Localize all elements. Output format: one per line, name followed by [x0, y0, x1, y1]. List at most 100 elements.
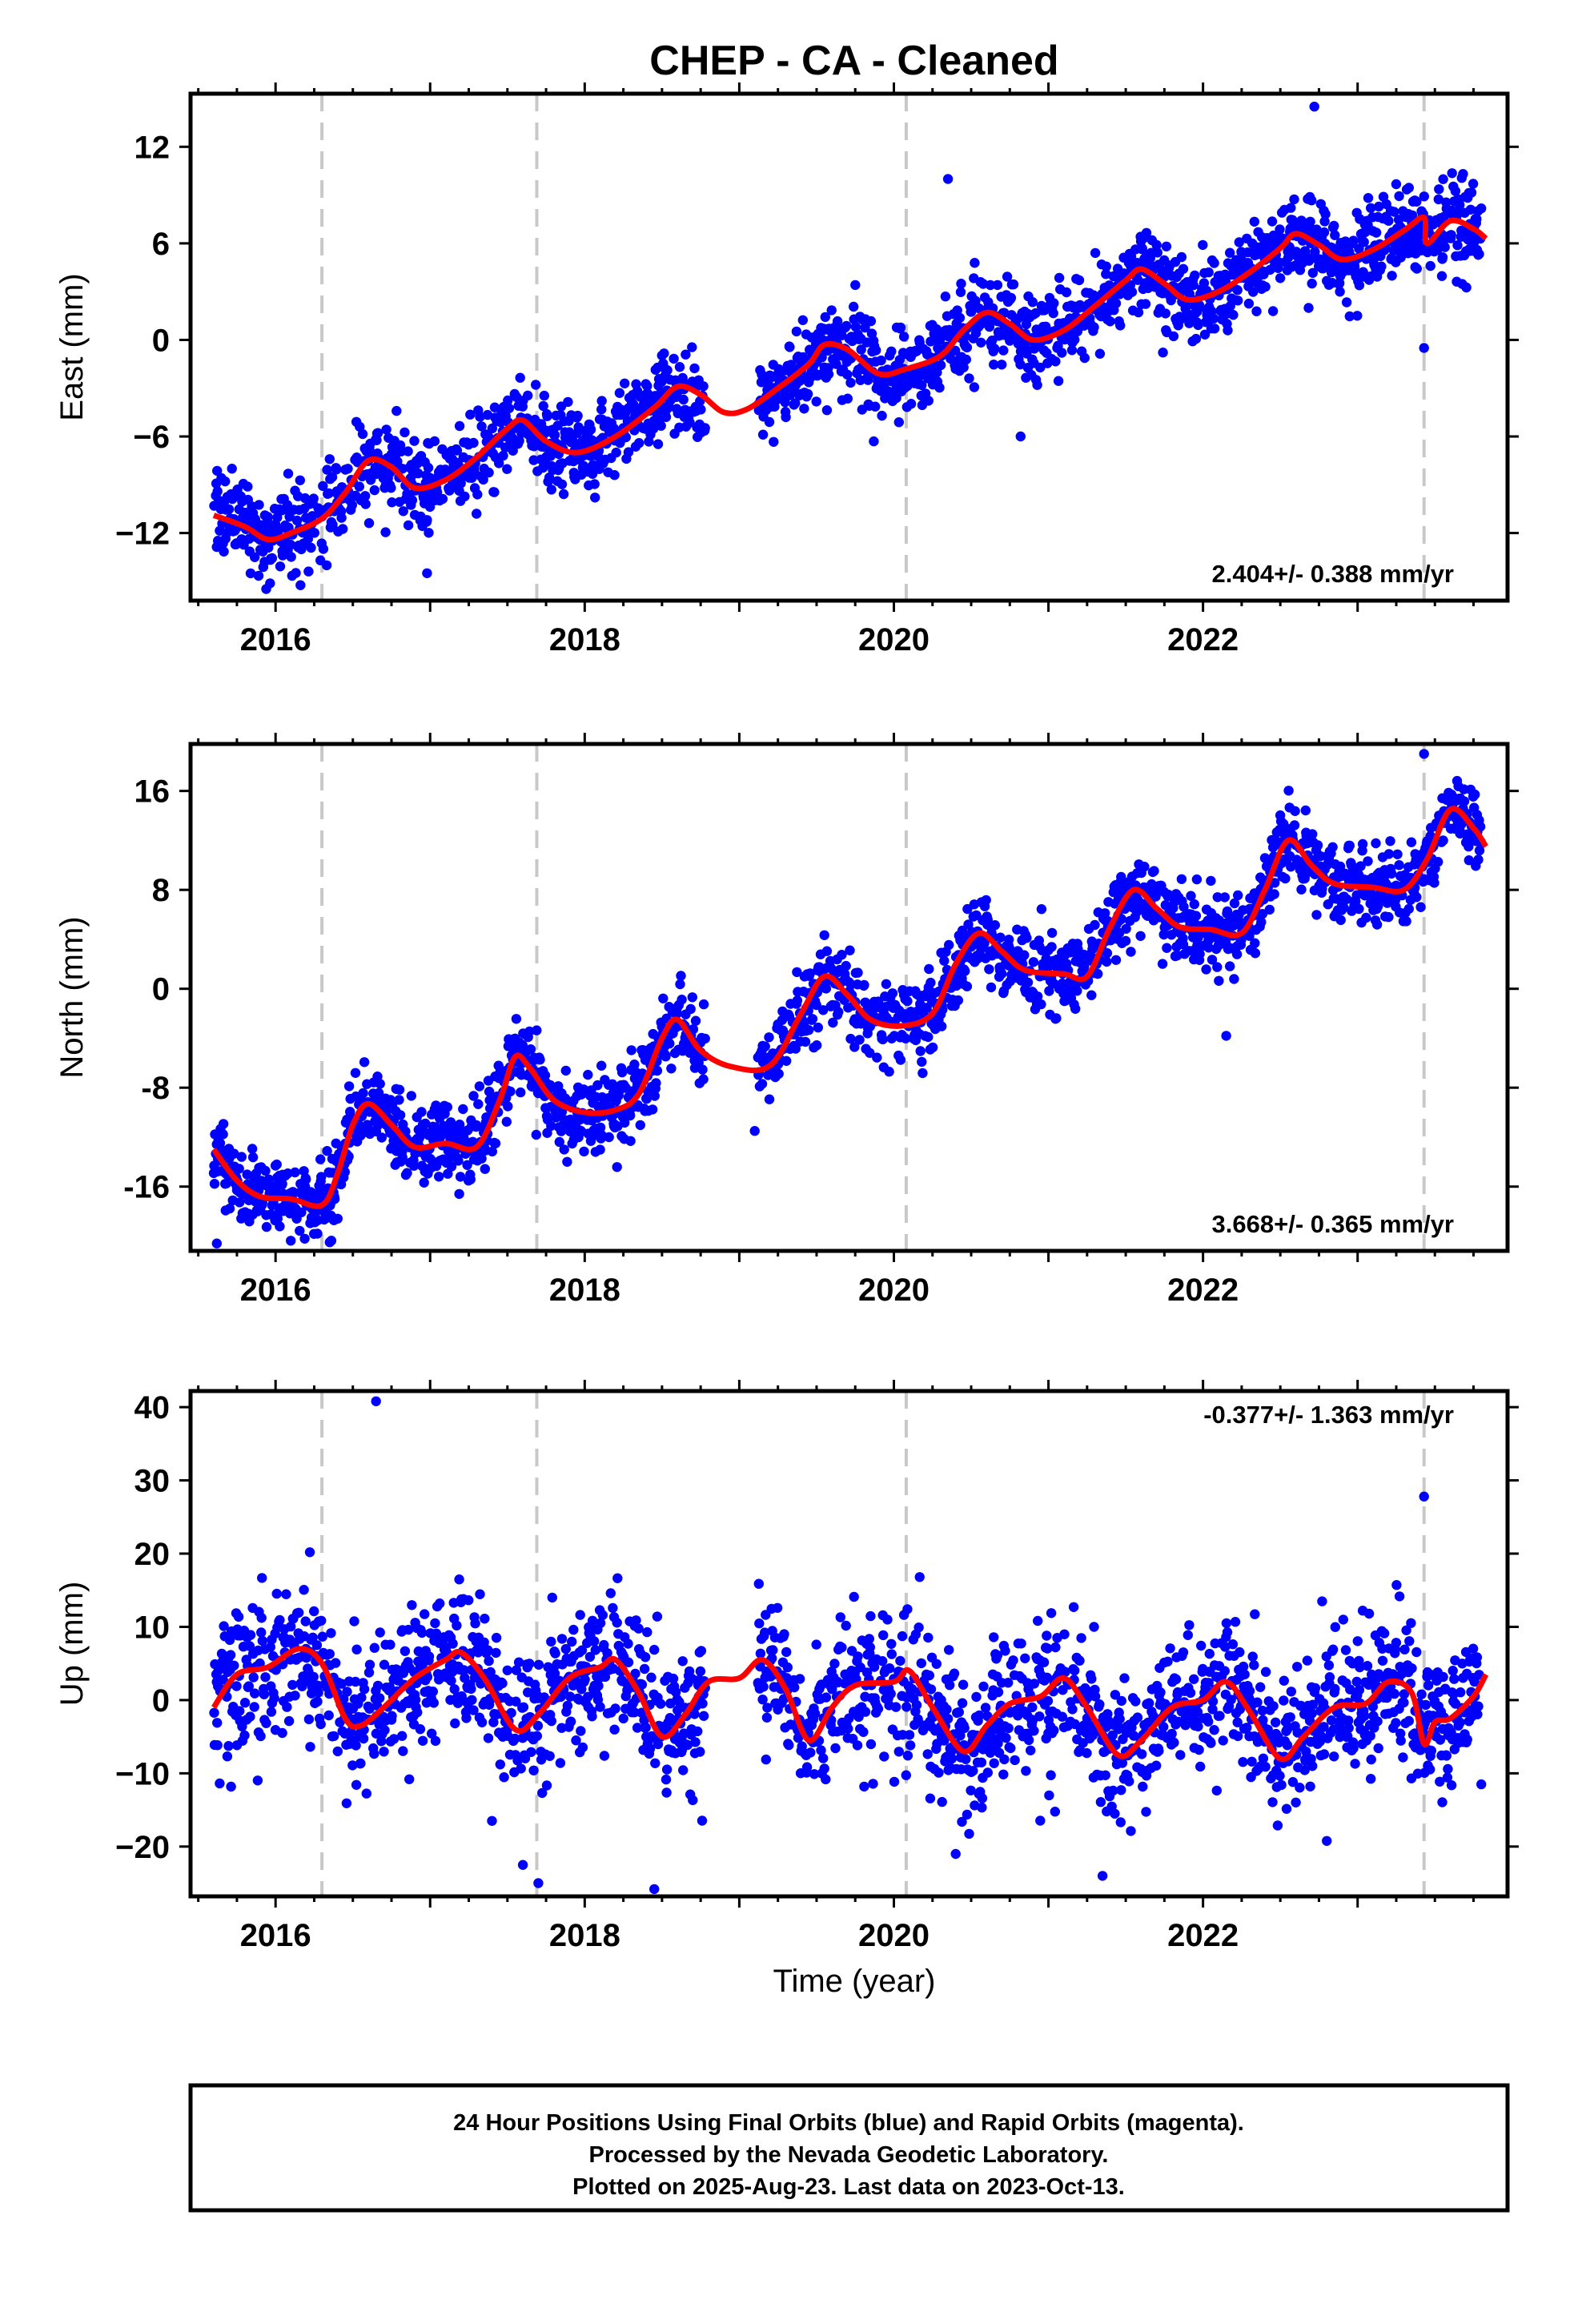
east-data-point: [1015, 359, 1026, 370]
east-data-point: [1168, 331, 1179, 342]
north-data-point: [332, 1213, 343, 1224]
east-data-point: [1152, 247, 1163, 258]
north-data-point: [1438, 835, 1448, 846]
north-data-point: [301, 1174, 311, 1185]
east-data-point: [494, 458, 504, 468]
north-data-point: [1036, 904, 1047, 915]
up-data-point: [656, 1699, 666, 1709]
up-data-point: [257, 1573, 267, 1583]
east-data-point: [1359, 237, 1369, 247]
north-data-point: [1219, 892, 1231, 903]
east-data-point: [223, 504, 235, 515]
east-data-point: [1233, 296, 1243, 306]
north-data-point: [666, 1063, 677, 1074]
east-data-point: [523, 390, 533, 401]
up-data-point: [650, 1758, 661, 1768]
north-data-point: [887, 988, 898, 999]
east-data-point: [272, 513, 283, 523]
north-data-point: [927, 1042, 938, 1053]
east-data-point: [863, 375, 873, 385]
east-data-point: [1074, 275, 1085, 286]
east-data-point: [1050, 356, 1061, 367]
north-data-point: [490, 1138, 501, 1149]
north-data-point: [981, 895, 991, 906]
north-data-point: [1126, 947, 1136, 957]
east-data-point: [842, 369, 853, 380]
east-data-point: [1126, 251, 1137, 262]
north-data-point: [395, 1110, 406, 1120]
east-data-point: [1008, 279, 1019, 290]
up-data-point: [454, 1574, 464, 1585]
east-data-point: [1468, 179, 1479, 189]
north-y-tick-label: 8: [152, 873, 170, 908]
up-data-point: [480, 1614, 490, 1624]
east-data-point: [1275, 273, 1286, 283]
north-data-point: [1102, 948, 1113, 959]
east-data-point: [254, 500, 264, 510]
up-data-point: [420, 1609, 430, 1619]
east-data-point: [1249, 216, 1260, 227]
east-data-point: [1101, 269, 1111, 279]
north-data-point: [1470, 789, 1480, 800]
east-data-point: [1319, 227, 1330, 238]
up-data-point: [435, 1598, 445, 1609]
east-data-point: [875, 386, 886, 396]
east-data-point: [331, 464, 342, 475]
north-y-tick-label: 16: [135, 774, 171, 810]
up-data-point: [495, 1759, 505, 1770]
east-x-tick-label: 2020: [858, 622, 930, 657]
north-data-point: [1176, 874, 1187, 885]
east-data-point: [318, 544, 329, 554]
east-data-point: [1188, 279, 1199, 291]
north-data-point: [884, 1067, 894, 1077]
east-data-point: [893, 417, 905, 428]
north-x-tick-label: 2022: [1167, 1273, 1239, 1308]
north-data-point: [1264, 904, 1275, 915]
up-data-point: [255, 1731, 266, 1742]
north-data-point: [1250, 938, 1260, 948]
north-y-tick-label: 0: [152, 972, 170, 1007]
up-data-point: [695, 1666, 706, 1677]
north-data-point: [917, 1068, 928, 1079]
north-data-point: [516, 1087, 526, 1098]
east-data-point: [1383, 215, 1394, 226]
east-data-point: [797, 315, 808, 325]
north-data-point: [962, 981, 973, 991]
east-data-point: [429, 436, 440, 447]
east-data-point: [856, 344, 866, 355]
north-data-point: [625, 1136, 636, 1147]
north-data-point: [1110, 955, 1122, 966]
north-data-point: [1233, 890, 1243, 901]
up-data-point: [311, 1640, 323, 1651]
north-data-point: [1371, 838, 1381, 849]
east-data-point: [609, 470, 620, 480]
north-data-point: [1212, 962, 1223, 972]
up-data-point: [640, 1652, 651, 1663]
north-data-point: [677, 995, 687, 1005]
north-data-point: [1473, 854, 1484, 865]
north-data-point: [764, 1094, 775, 1104]
north-data-point: [416, 1107, 427, 1117]
east-data-point: [318, 480, 328, 492]
east-data-point: [802, 388, 813, 400]
up-data-point: [324, 1649, 335, 1659]
up-data-point: [248, 1672, 259, 1683]
north-data-point: [1357, 838, 1368, 850]
north-data-point: [465, 1174, 476, 1185]
up-data-point: [257, 1635, 267, 1647]
up-data-point: [275, 1614, 285, 1626]
north-data-point: [749, 1126, 760, 1136]
north-data-point: [1403, 903, 1415, 915]
north-data-point: [877, 1034, 888, 1045]
up-data-point: [753, 1578, 764, 1589]
up-data-point: [526, 1747, 536, 1757]
up-data-point: [761, 1712, 773, 1723]
east-data-point: [245, 568, 256, 579]
east-data-point: [1303, 303, 1314, 313]
up-data-point: [565, 1716, 576, 1727]
up-data-point: [772, 1602, 783, 1614]
north-data-point: [757, 1079, 768, 1089]
north-data-point: [1046, 942, 1057, 952]
